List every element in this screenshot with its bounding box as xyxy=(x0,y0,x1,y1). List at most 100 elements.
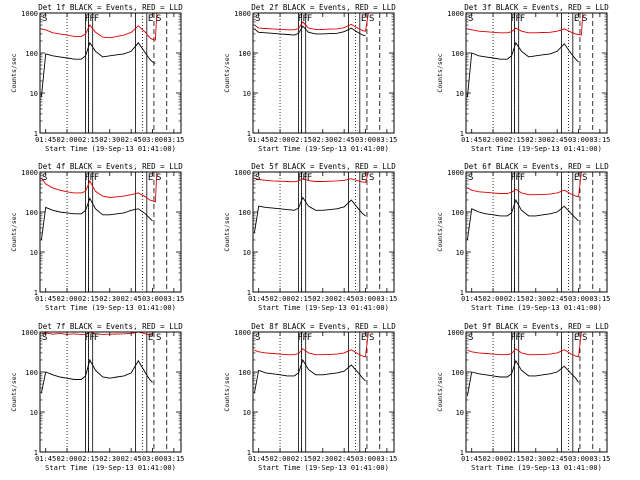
y-tick-label: 1000 xyxy=(234,169,251,177)
x-axis-label: Start Time (19-Sep-13 01:41:00) xyxy=(258,464,389,472)
x-tick-label: 02:30 xyxy=(525,295,546,303)
series-events xyxy=(253,196,366,233)
y-tick-label: 1000 xyxy=(447,169,464,177)
y-axis-label: Counts/sec xyxy=(10,53,18,92)
y-tick-label: 100 xyxy=(238,209,251,217)
x-tick-label: 01:45 xyxy=(248,136,269,144)
panel-title: Det 9f BLACK = Events, RED = LLD xyxy=(464,322,609,331)
x-tick-label: 02:30 xyxy=(99,455,120,463)
y-tick-label: 1 xyxy=(460,449,464,457)
flag-marker-label: F xyxy=(89,333,94,343)
flag-marker-label: S xyxy=(42,333,47,343)
x-tick-label: 02:15 xyxy=(78,455,99,463)
flag-marker-label: F xyxy=(511,173,516,183)
flag-marker-label: S xyxy=(582,173,587,183)
flag-marker-label: F xyxy=(89,14,94,24)
x-tick-label: 01:45 xyxy=(35,295,56,303)
flag-marker-label: E xyxy=(148,173,153,183)
x-tick-label: 02:15 xyxy=(291,136,312,144)
flag-marker-label: E xyxy=(361,333,366,343)
panel-4: 1 10 100 1000 01:45 02:00 02:15 02:30 02:45 03:00… xyxy=(10,162,184,312)
x-tick-label: 03:15 xyxy=(163,295,184,303)
x-axis-label: Start Time (19-Sep-13 01:41:00) xyxy=(45,464,176,472)
series-lld xyxy=(467,171,582,198)
x-tick-label: 03:15 xyxy=(376,136,397,144)
flag-marker-label: F xyxy=(511,333,516,343)
x-tick-label: 02:30 xyxy=(99,136,120,144)
y-tick-label: 1000 xyxy=(234,329,251,337)
flag-marker-label: E xyxy=(574,14,579,24)
x-tick-label: 03:00 xyxy=(355,136,376,144)
plot-frame xyxy=(252,12,395,134)
series-lld xyxy=(41,171,158,203)
y-tick-label: 100 xyxy=(25,50,38,58)
series-events xyxy=(40,197,153,241)
flag-marker-label: S xyxy=(255,14,260,24)
panel-title: Det 5f BLACK = Events, RED = LLD xyxy=(251,162,396,171)
y-tick-label: 1 xyxy=(247,130,251,138)
flag-marker-label: E xyxy=(361,14,366,24)
x-tick-label: 02:00 xyxy=(270,295,291,303)
flag-marker-label: F xyxy=(94,333,99,343)
flag-marker-label: F xyxy=(302,14,307,24)
x-tick-label: 02:00 xyxy=(57,455,78,463)
flag-marker-label: S xyxy=(468,14,473,24)
x-tick-label: 03:15 xyxy=(163,455,184,463)
plot-frame xyxy=(252,331,395,453)
series-events xyxy=(40,358,153,393)
series-lld xyxy=(467,12,584,36)
flag-marker-label: S xyxy=(42,14,47,24)
plot-frame xyxy=(465,331,608,453)
series-lld xyxy=(254,171,369,183)
y-axis-label: Counts/sec xyxy=(223,372,231,411)
flag-marker-label: S xyxy=(369,14,374,24)
x-tick-label: 01:45 xyxy=(248,455,269,463)
x-tick-label: 02:30 xyxy=(525,136,546,144)
x-tick-label: 02:00 xyxy=(483,455,504,463)
series-events xyxy=(254,25,366,37)
series-lld xyxy=(254,12,369,32)
flag-marker-label: F xyxy=(302,333,307,343)
flag-marker-label: S xyxy=(468,333,473,343)
flag-marker-label: S xyxy=(156,173,161,183)
y-tick-label: 10 xyxy=(243,90,251,98)
x-tick-label: 02:45 xyxy=(121,295,142,303)
x-tick-label: 02:00 xyxy=(270,136,291,144)
x-tick-label: 03:15 xyxy=(376,295,397,303)
flag-marker-label: F xyxy=(85,14,90,24)
x-tick-label: 02:30 xyxy=(312,295,333,303)
panel-title: Det 6f BLACK = Events, RED = LLD xyxy=(464,162,609,171)
plot-frame xyxy=(39,171,182,293)
panel-title: Det 4f BLACK = Events, RED = LLD xyxy=(38,162,183,171)
x-tick-label: 03:00 xyxy=(142,295,163,303)
flag-marker-label: E xyxy=(361,173,366,183)
x-tick-label: 02:30 xyxy=(312,136,333,144)
series-events xyxy=(466,359,579,397)
y-tick-label: 10 xyxy=(30,249,38,257)
series-events xyxy=(253,358,366,393)
panel-9: 1 10 100 1000 01:45 02:00 02:15 02:30 02:45 03:00… xyxy=(436,322,610,472)
flag-marker-label: F xyxy=(94,14,99,24)
y-tick-label: 1000 xyxy=(447,329,464,337)
x-axis-label: Start Time (19-Sep-13 01:41:00) xyxy=(258,304,389,312)
y-tick-label: 1 xyxy=(460,289,464,297)
y-tick-label: 1000 xyxy=(447,10,464,18)
x-tick-label: 02:15 xyxy=(504,295,525,303)
x-tick-label: 01:45 xyxy=(461,136,482,144)
y-tick-label: 10 xyxy=(30,409,38,417)
x-tick-label: 01:45 xyxy=(461,455,482,463)
y-tick-label: 1 xyxy=(247,289,251,297)
y-tick-label: 10 xyxy=(243,409,251,417)
flag-marker-label: F xyxy=(298,173,303,183)
series-events xyxy=(466,198,579,241)
x-tick-label: 03:00 xyxy=(568,136,589,144)
flag-marker-label: E xyxy=(574,173,579,183)
flag-marker-label: F xyxy=(515,14,520,24)
x-tick-label: 03:15 xyxy=(376,455,397,463)
flag-marker-label: F xyxy=(89,173,94,183)
y-tick-label: 10 xyxy=(456,409,464,417)
panel-6: 1 10 100 1000 01:45 02:00 02:15 02:30 02:45 03:00… xyxy=(436,162,610,312)
flag-marker-label: F xyxy=(307,173,312,183)
x-tick-label: 02:00 xyxy=(57,295,78,303)
